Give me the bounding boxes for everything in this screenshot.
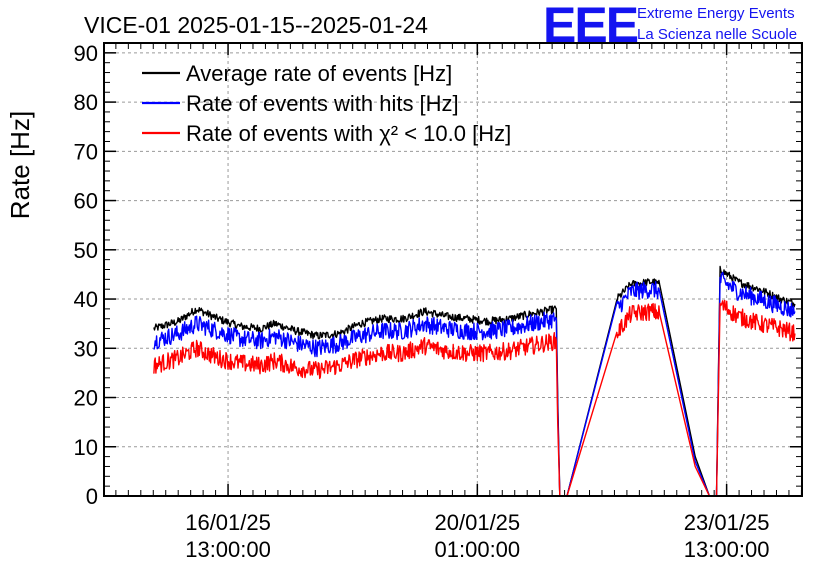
- chart-title: VICE-01 2025-01-15--2025-01-24: [84, 12, 428, 38]
- series-group: [153, 265, 796, 497]
- x-tick-label-date: 23/01/25: [684, 510, 770, 535]
- logo-line-2: La Scienza nelle Scuole: [637, 26, 797, 43]
- x-tick-label-time: 01:00:00: [435, 537, 521, 562]
- y-tick-label: 10: [74, 435, 98, 460]
- legend: Average rate of events [Hz] Rate of event…: [142, 61, 511, 146]
- y-tick-label: 40: [74, 287, 98, 312]
- logo-line-1: Extreme Energy Events: [637, 5, 795, 22]
- legend-label-1: Rate of events with hits [Hz]: [186, 91, 459, 116]
- y-tick-label: 30: [74, 336, 98, 361]
- y-tick-label: 60: [74, 189, 98, 214]
- axes: 010203040506070809016/01/2513:00:0020/01…: [74, 41, 803, 562]
- series-line-2: [153, 299, 796, 497]
- series-line-1: [153, 271, 796, 497]
- y-tick-label: 90: [74, 41, 98, 66]
- y-axis-label: Rate [Hz]: [5, 111, 35, 219]
- y-tick-label: 20: [74, 386, 98, 411]
- x-tick-label-time: 13:00:00: [684, 537, 770, 562]
- x-tick-label-date: 16/01/25: [185, 510, 271, 535]
- logo-mark: EEE: [543, 0, 638, 53]
- y-tick-label: 70: [74, 139, 98, 164]
- legend-label-2: Rate of events with χ² < 10.0 [Hz]: [186, 121, 511, 146]
- x-tick-label-time: 13:00:00: [185, 537, 271, 562]
- x-tick-label-date: 20/01/25: [435, 510, 521, 535]
- grid: [104, 43, 802, 496]
- y-tick-label: 80: [74, 90, 98, 115]
- legend-label-0: Average rate of events [Hz]: [186, 61, 452, 86]
- eee-logo: EEE Extreme Energy Events La Scienza nel…: [543, 0, 797, 53]
- series-line-0: [153, 265, 796, 497]
- y-tick-label: 50: [74, 238, 98, 263]
- y-tick-label: 0: [86, 484, 98, 509]
